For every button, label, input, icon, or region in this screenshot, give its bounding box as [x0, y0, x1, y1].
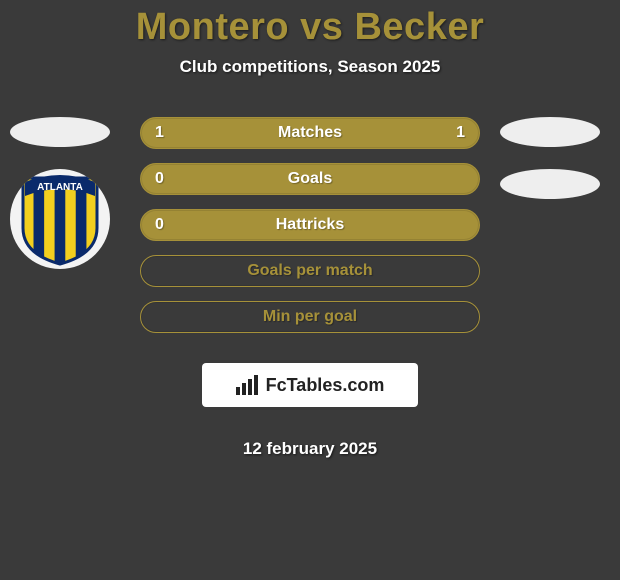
- stat-label: Goals: [288, 170, 332, 188]
- stat-left-value: 0: [155, 170, 164, 188]
- player-photo-right: [500, 117, 600, 147]
- stat-left-value: 1: [155, 124, 164, 142]
- stat-bar-goals-per-match: Goals per match: [140, 255, 480, 287]
- bars-icon: [236, 375, 260, 395]
- stat-label: Matches: [278, 124, 342, 142]
- club-oval-right: [500, 169, 600, 199]
- brand-text: FcTables.com: [266, 375, 385, 396]
- stat-bar-goals: 0 Goals: [140, 163, 480, 195]
- comparison-area: ATLANTA 1 Matches 1 0 Goals 0 Hattricks …: [0, 117, 620, 459]
- right-column: [500, 117, 600, 221]
- stat-label: Min per goal: [263, 308, 357, 326]
- stat-bar-min-per-goal: Min per goal: [140, 301, 480, 333]
- stat-bar-matches: 1 Matches 1: [140, 117, 480, 149]
- subtitle: Club competitions, Season 2025: [180, 57, 441, 77]
- stat-bar-hattricks: 0 Hattricks: [140, 209, 480, 241]
- stat-label: Hattricks: [276, 216, 344, 234]
- brand-badge[interactable]: FcTables.com: [202, 363, 418, 407]
- club-badge-left: ATLANTA: [10, 169, 110, 269]
- player-photo-left: [10, 117, 110, 147]
- page-title: Montero vs Becker: [136, 6, 485, 49]
- badge-text: ATLANTA: [37, 182, 83, 193]
- stat-right-value: 1: [456, 124, 465, 142]
- stat-label: Goals per match: [247, 262, 372, 280]
- date-line: 12 february 2025: [243, 439, 377, 459]
- atlanta-shield-icon: ATLANTA: [19, 172, 101, 266]
- left-column: ATLANTA: [10, 117, 110, 269]
- stat-left-value: 0: [155, 216, 164, 234]
